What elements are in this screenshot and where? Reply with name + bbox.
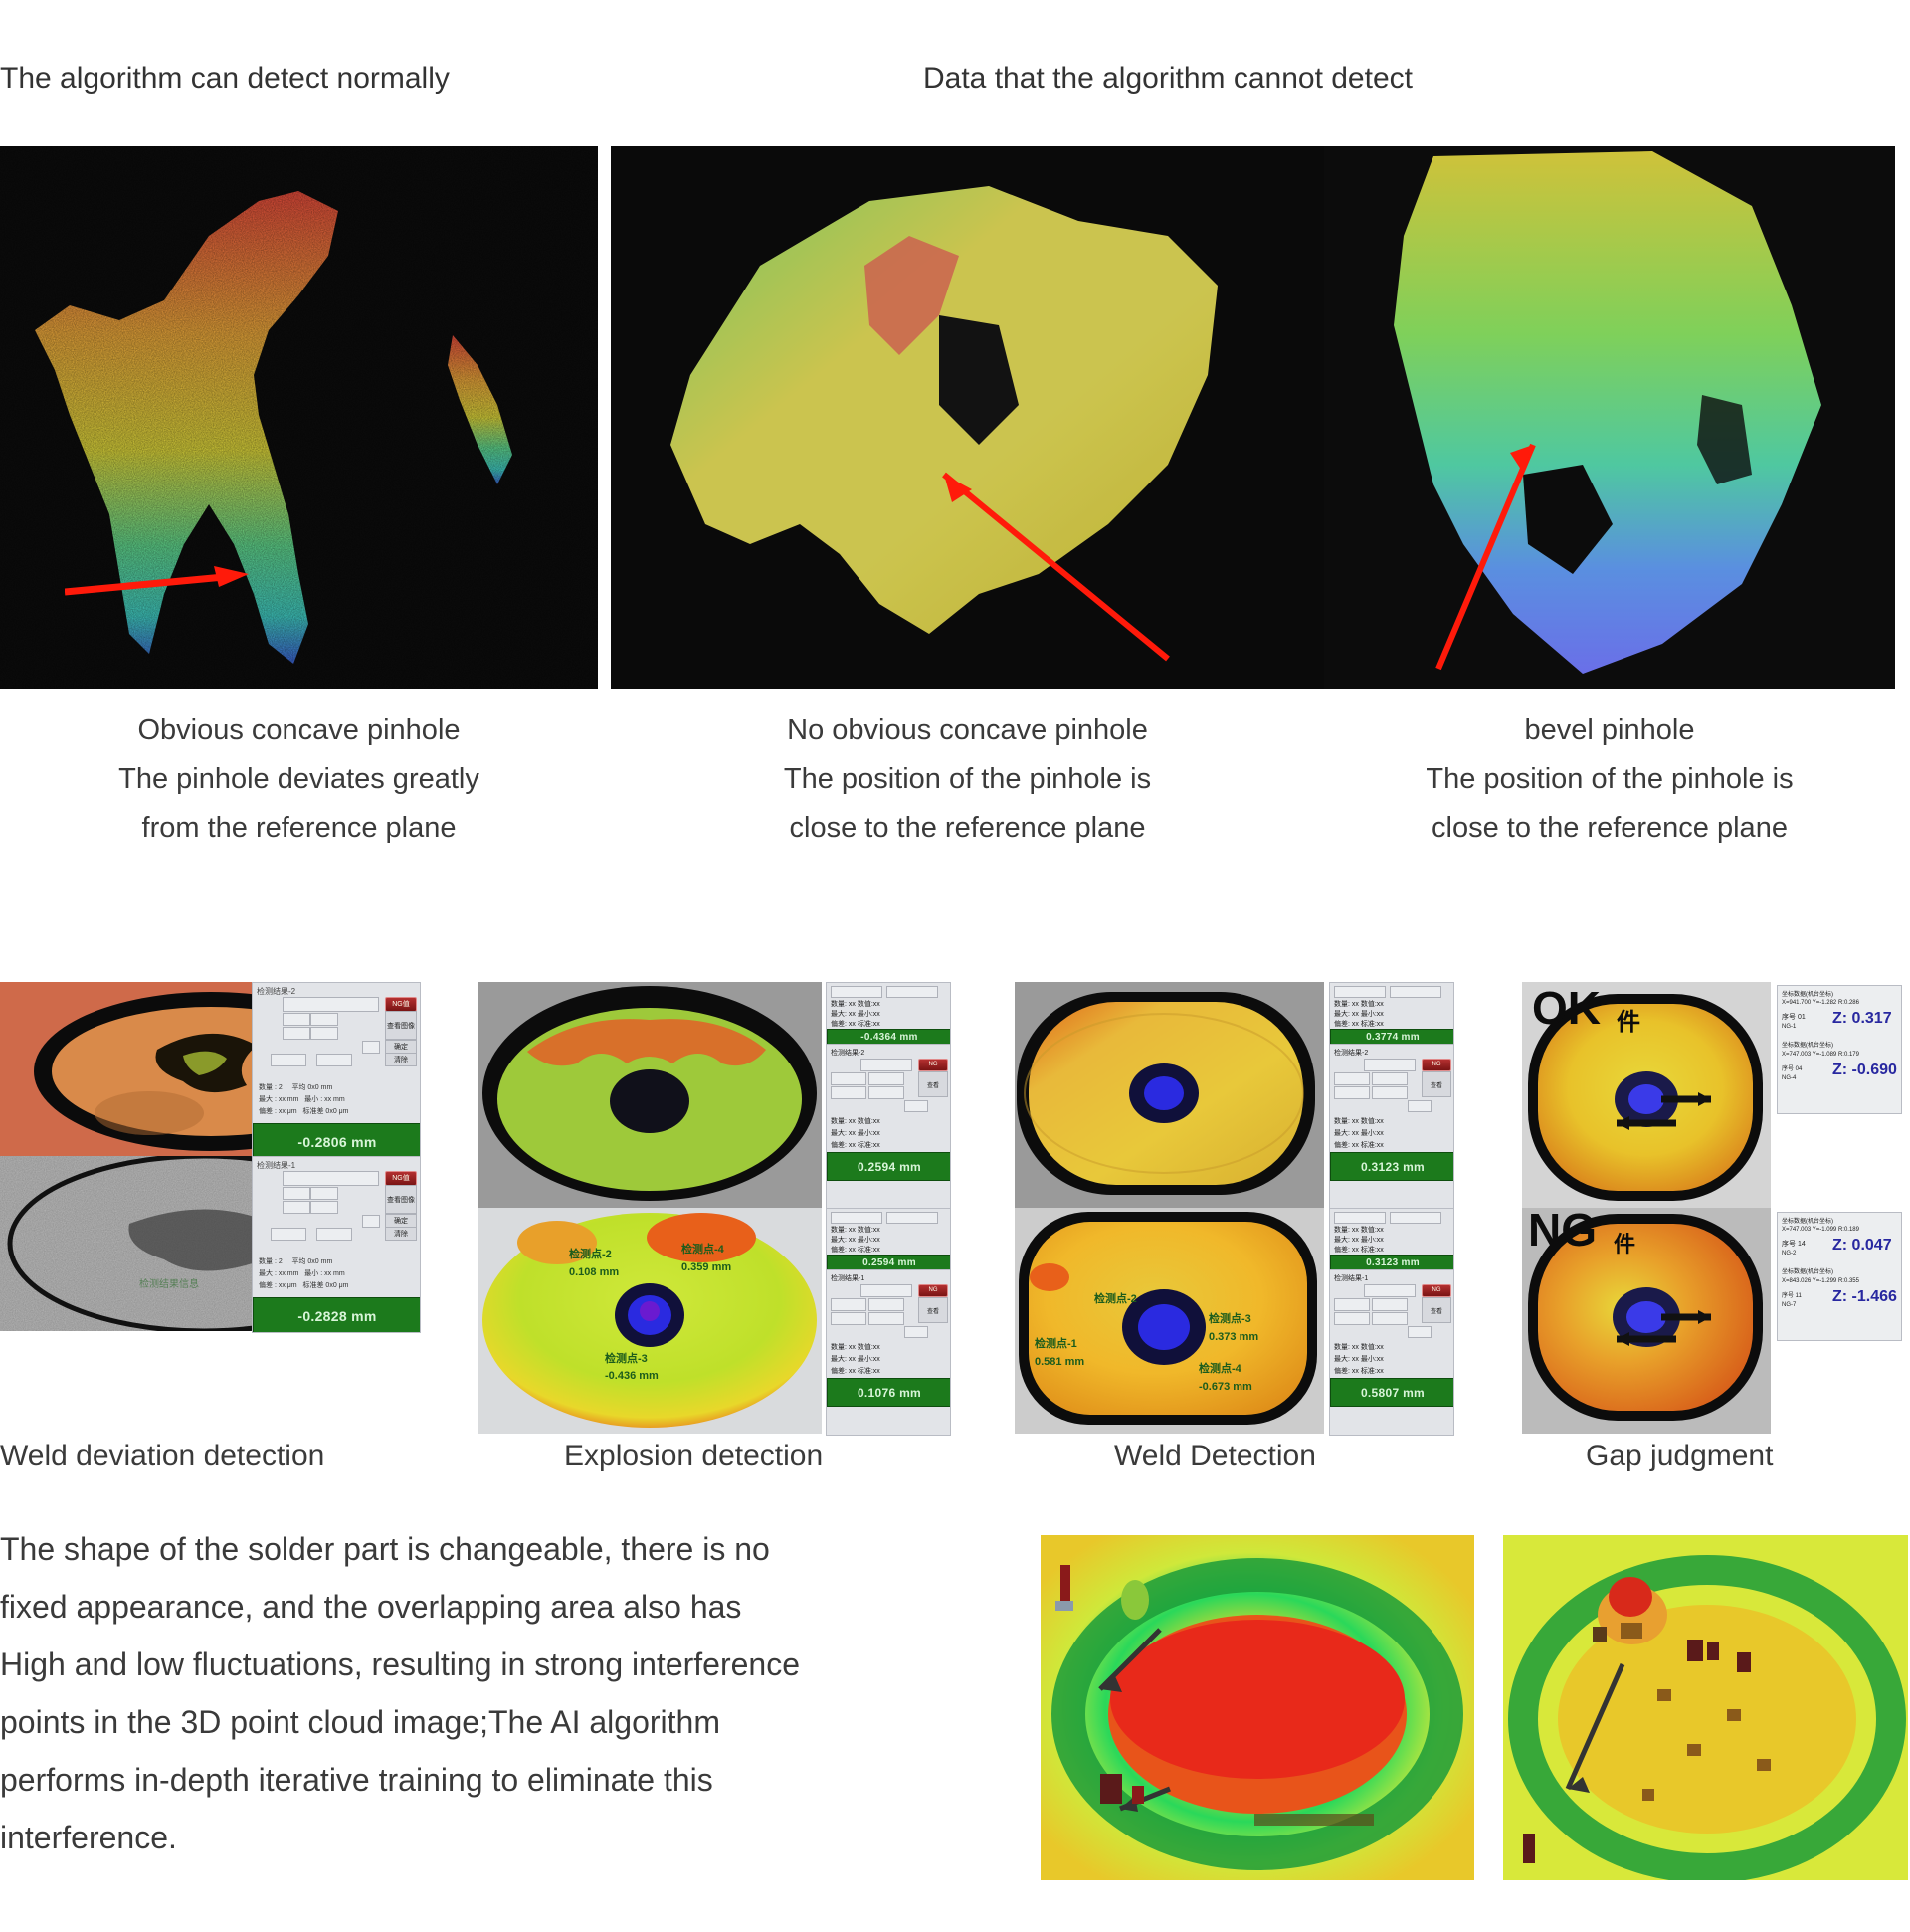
svg-text:OK: OK xyxy=(1532,982,1601,1034)
svg-text:0.581 mm: 0.581 mm xyxy=(1035,1356,1084,1368)
svg-text:检测点-4: 检测点-4 xyxy=(1199,1361,1242,1375)
svg-text:件: 件 xyxy=(1617,1009,1640,1036)
svg-text:0.373 mm: 0.373 mm xyxy=(1209,1331,1258,1343)
svg-text:-0.436 mm: -0.436 mm xyxy=(605,1370,659,1382)
svg-text:件: 件 xyxy=(1614,1232,1635,1256)
svg-text:检测点-2: 检测点-2 xyxy=(569,1247,612,1260)
svg-text:0.359 mm: 0.359 mm xyxy=(681,1261,731,1273)
svg-text:检测点-4: 检测点-4 xyxy=(681,1242,725,1256)
svg-text:-0.673 mm: -0.673 mm xyxy=(1199,1381,1252,1393)
svg-text:检测点-3: 检测点-3 xyxy=(605,1351,648,1365)
svg-text:检测点-1: 检测点-1 xyxy=(1035,1336,1077,1350)
svg-text:检测点-2: 检测点-2 xyxy=(1094,1291,1137,1305)
svg-text:检测点-3: 检测点-3 xyxy=(1209,1311,1251,1325)
svg-text:NG: NG xyxy=(1528,1208,1597,1256)
svg-text:检测结果信息: 检测结果信息 xyxy=(139,1277,199,1290)
svg-text:0.108 mm: 0.108 mm xyxy=(569,1266,619,1278)
